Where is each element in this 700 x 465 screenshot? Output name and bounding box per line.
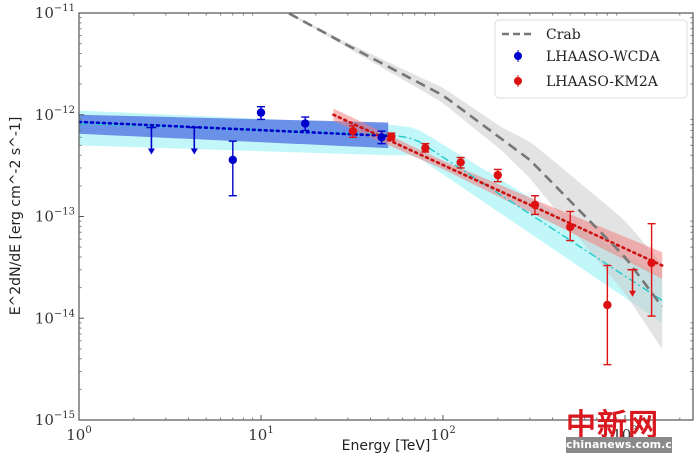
y-tick-label: 10−13 xyxy=(35,207,75,226)
lhaaso-km2a-point xyxy=(566,222,575,232)
band-wcda-fit xyxy=(79,114,389,149)
y-tick-label: 10−12 xyxy=(35,105,75,124)
y-axis-title: E^2dN/dE [erg cm^-2 s^-1] xyxy=(8,117,24,316)
lhaaso-wcda-upper-limit-arrow xyxy=(147,148,155,155)
legend-km2a-label: LHAASO-KM2A xyxy=(546,74,659,90)
line-wcda-fit xyxy=(79,120,390,138)
lhaaso-wcda-point xyxy=(228,155,238,165)
legend-crab-label: Crab xyxy=(546,27,581,43)
lhaaso-km2a-point xyxy=(530,200,540,210)
x-tick-label: 100 xyxy=(66,425,91,444)
lhaaso-km2a-point xyxy=(387,132,396,141)
lhaaso-km2a-point xyxy=(421,143,430,153)
lhaaso-wcda-point xyxy=(256,108,266,117)
lhaaso-km2a-point xyxy=(603,300,612,310)
x-axis-title: Energy [TeV] xyxy=(342,438,431,454)
y-tick-label: 10−14 xyxy=(35,308,75,327)
x-tick-label: 102 xyxy=(430,425,455,444)
y-tick-label: 10−11 xyxy=(35,3,75,22)
lhaaso-km2a-upper-limit-arrow xyxy=(629,290,637,297)
lhaaso-km2a-point xyxy=(647,258,656,268)
lhaaso-wcda-point xyxy=(301,119,310,128)
lhaaso-wcda-upper-limit-arrow xyxy=(190,148,198,155)
lhaaso-km2a-point xyxy=(493,170,502,180)
x-tick-label: 101 xyxy=(248,425,273,444)
legend-wcda-marker xyxy=(514,52,522,60)
watermark-url: chinanews.com.cn xyxy=(566,437,680,453)
y-tick-label: 10−15 xyxy=(35,410,75,429)
lhaaso-km2a-point xyxy=(348,126,358,136)
line-crab xyxy=(285,13,664,308)
legend-wcda-label: LHAASO-WCDA xyxy=(546,49,661,65)
lhaaso-wcda-point xyxy=(377,133,386,142)
legend-km2a-marker xyxy=(514,77,522,85)
lhaaso-km2a-point xyxy=(456,158,465,167)
legend: Crab LHAASO-WCDA LHAASO-KM2A xyxy=(494,19,688,99)
